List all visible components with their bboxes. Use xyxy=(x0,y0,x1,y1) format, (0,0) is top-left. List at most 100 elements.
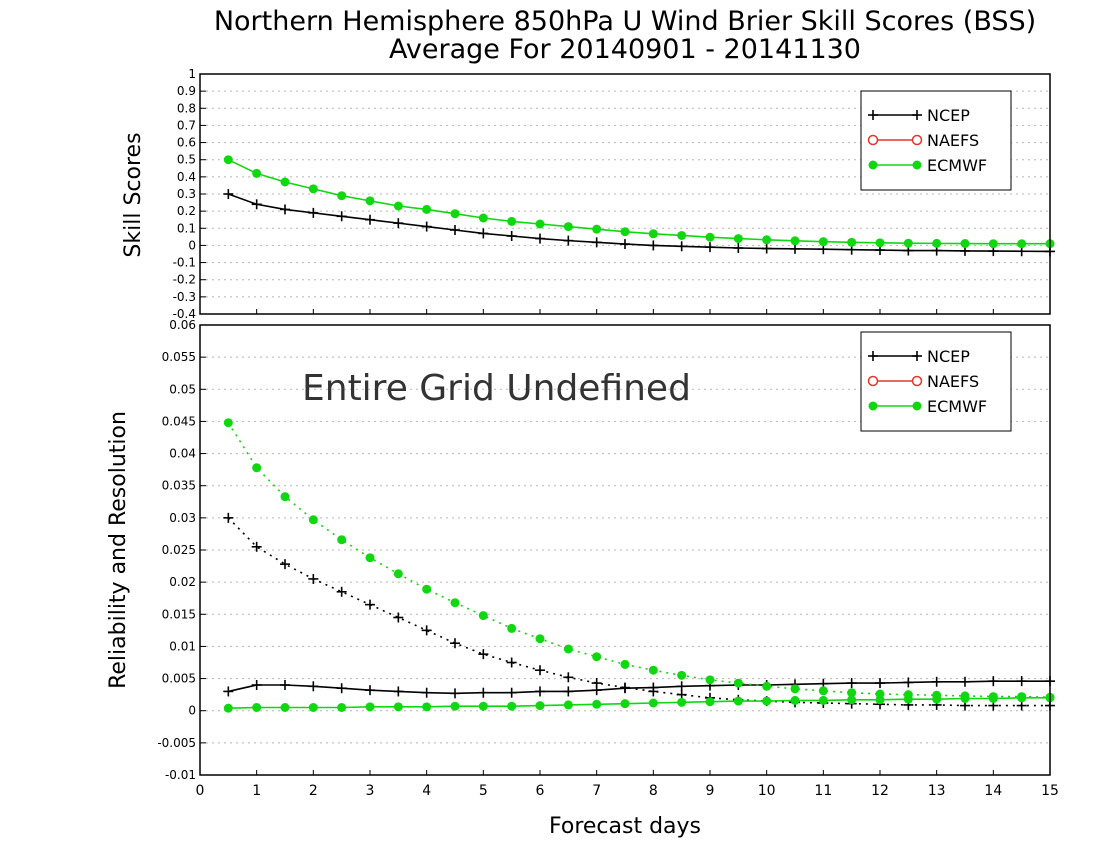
skill-legend-marker-start-ecmwf xyxy=(868,160,878,170)
reliability-ncep-dotted-point-0 xyxy=(223,512,234,523)
skill-scores-legend: NCEP NAEFS ECMWF xyxy=(860,90,1012,191)
reliability-ncep-solid-point-5 xyxy=(365,685,375,696)
x-tick-label-8: 8 xyxy=(649,783,658,799)
x-tick-label-4: 4 xyxy=(422,783,431,799)
reliability-ncep-solid-point-26 xyxy=(960,676,970,687)
reliability-ecmwf-dotted-point-15 xyxy=(648,665,658,675)
reliability-ecmwf-dotted-point-0 xyxy=(223,418,233,428)
reliability-ncep-dotted-point-11 xyxy=(535,665,545,676)
reliability-ncep-solid-point-3 xyxy=(308,681,319,692)
reliability-legend-marker-start-ncep xyxy=(868,351,878,361)
reliability-ncep-solid-point-2 xyxy=(280,680,290,690)
reliability-ytick-label-5: 0.035 xyxy=(162,479,196,493)
reliability-ncep-solid-point-1 xyxy=(251,680,262,690)
skill-legend-marker-end-naefs xyxy=(911,134,923,146)
skill-ecmwf-solid-point-13 xyxy=(592,224,602,234)
reliability-ecmwf-solid-point-13 xyxy=(592,699,602,709)
reliability-ncep-dotted-point-5 xyxy=(365,599,375,610)
reliability-legend-label-ncep: NCEP xyxy=(927,347,970,366)
skill-ytick-label-7: 0.3 xyxy=(177,187,196,201)
reliability-ytick-label-13: -0.005 xyxy=(157,736,196,750)
skill-scores-frame xyxy=(199,73,1051,315)
skill-ecmwf-solid-point-10 xyxy=(507,216,517,226)
x-tick-label-13: 13 xyxy=(928,783,946,799)
chart-subtitle: Average For 20140901 - 20141130 xyxy=(389,34,861,65)
skill-scores-panel: 1 0.9 0.8 0.7 0.6 0.5 0.4 0.3 0.2 0.1 0 -0.1 -0.2 -0.… xyxy=(121,67,1055,321)
skill-legend-item-ecmwf: ECMWF xyxy=(868,156,987,175)
reliability-ncep-solid-point-12 xyxy=(563,686,574,697)
reliability-y-ticks: 0.06 0.055 0.05 0.045 0.04 0.035 0.03 0.025 0.02… xyxy=(157,318,1051,782)
reliability-ecmwf-dotted-point-20 xyxy=(790,684,800,694)
skill-ncep-solid-point-2 xyxy=(280,204,290,215)
reliability-legend-marker-end-ecmwf xyxy=(912,401,922,411)
reliability-panel: 0.060.0550.050.0450.040.0350.030.0250.02… xyxy=(106,318,1059,839)
reliability-ecmwf-dotted-point-8 xyxy=(450,598,460,608)
reliability-ncep-solid-point-27 xyxy=(988,676,999,687)
reliability-ecmwf-solid-point-1 xyxy=(252,703,262,712)
reliability-ecmwf-dotted-point-16 xyxy=(677,670,687,680)
reliability-ncep-dotted-point-4 xyxy=(336,586,347,597)
x-tick-label-9: 9 xyxy=(706,783,715,799)
x-tick-label-3: 3 xyxy=(366,783,375,799)
skill-ncep-solid-point-9 xyxy=(478,228,489,239)
x-tick-label-10: 10 xyxy=(758,783,776,799)
reliability-ncep-dotted-point-6 xyxy=(393,612,404,623)
reliability-ecmwf-dotted-point-1 xyxy=(252,463,262,473)
skill-ncep-solid-point-15 xyxy=(648,240,659,251)
skill-ecmwf-solid-point-4 xyxy=(337,191,347,201)
reliability-legend-marker-end-naefs xyxy=(911,375,923,387)
reliability-ecmwf-solid-point-17 xyxy=(705,697,715,707)
skill-ncep-solid-point-12 xyxy=(563,235,574,246)
skill-ncep-solid-point-14 xyxy=(620,239,630,250)
skill-ytick-label-11: -0.1 xyxy=(173,256,196,270)
reliability-ecmwf-dotted-point-22 xyxy=(847,688,857,698)
skill-legend-marker-start-naefs xyxy=(867,134,879,146)
reliability-y-label: Reliability and Resolution xyxy=(106,411,131,689)
reliability-ecmwf-solid-point-18 xyxy=(733,696,743,706)
reliability-legend-item-naefs: NAEFS xyxy=(867,372,979,391)
reliability-ncep-dotted-point-7 xyxy=(421,625,432,636)
skill-ncep-solid-point-4 xyxy=(336,211,347,222)
x-tick-label-7: 7 xyxy=(592,783,601,799)
skill-legend-marker-end-ncep xyxy=(912,110,922,120)
reliability-ytick-label-9: 0.015 xyxy=(162,607,196,621)
reliability-ecmwf-dotted-line xyxy=(227,422,1051,699)
skill-scores-y-label: Skill Scores xyxy=(121,132,146,257)
x-tick-label-5: 5 xyxy=(479,783,488,799)
reliability-ncep-dotted-point-2 xyxy=(280,559,290,570)
reliability-ecmwf-dotted-point-4 xyxy=(337,535,347,545)
reliability-ecmwf-solid-point-11 xyxy=(535,701,545,711)
reliability-ncep-solid-point-13 xyxy=(591,685,602,696)
skill-legend-label-ecmwf: ECMWF xyxy=(927,156,987,175)
reliability-ecmwf-solid-point-7 xyxy=(422,702,432,712)
reliability-ncep-solid-point-25 xyxy=(931,676,942,687)
reliability-ytick-label-10: 0.01 xyxy=(169,639,196,653)
skill-ecmwf-solid-point-11 xyxy=(535,219,545,229)
forecast-days-x-label: Forecast days xyxy=(549,814,701,839)
reliability-ncep-dotted-line xyxy=(227,517,1050,707)
x-tick-label-12: 12 xyxy=(871,783,889,799)
skill-ncep-solid-point-7 xyxy=(421,221,432,232)
skill-ytick-label-13: -0.3 xyxy=(173,290,196,304)
skill-ytick-label-0: 1 xyxy=(188,67,196,81)
skill-ecmwf-solid-point-24 xyxy=(903,238,913,248)
reliability-ecmwf-solid-point-23 xyxy=(875,695,885,705)
skill-ecmwf-solid-point-19 xyxy=(762,235,772,245)
reliability-ncep-solid-point-16 xyxy=(676,681,687,692)
reliability-ecmwf-dotted-point-17 xyxy=(705,675,715,685)
skill-ecmwf-solid-point-6 xyxy=(393,201,403,211)
reliability-ecmwf-dotted-point-3 xyxy=(308,515,318,525)
reliability-legend-marker-start-ecmwf xyxy=(868,401,878,411)
skill-ncep-solid-point-18 xyxy=(733,243,744,253)
reliability-ecmwf-solid-point-2 xyxy=(280,703,290,712)
reliability-legend-label-naefs: NAEFS xyxy=(927,372,979,391)
reliability-ncep-dotted-point-8 xyxy=(450,638,460,649)
reliability-ytick-label-0: 0.06 xyxy=(169,318,196,332)
reliability-ecmwf-dotted-point-7 xyxy=(422,584,432,594)
reliability-ncep-solid-point-22 xyxy=(846,678,857,689)
reliability-ytick-label-6: 0.03 xyxy=(169,511,196,525)
reliability-ncep-solid-point-23 xyxy=(875,678,885,689)
reliability-ncep-solid-point-15 xyxy=(648,682,659,693)
forecast-day-ticks: 0 1 2 3 4 5 6 7 8 9 10 11 12 13 14 15 xyxy=(196,783,1059,799)
reliability-legend-item-ecmwf: ECMWF xyxy=(868,397,987,416)
